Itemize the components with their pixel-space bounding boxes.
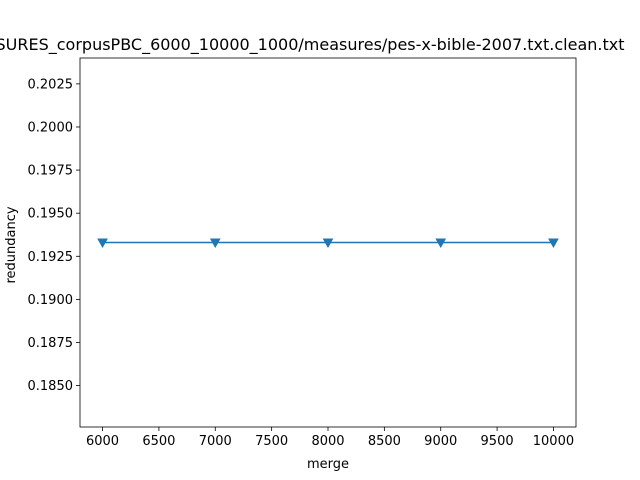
x-tick-label: 8000 [311,434,344,449]
y-tick-label: 0.2000 [28,120,74,135]
y-axis-ticks: 0.1850 0.1875 0.1900 0.1925 0.1950 0.1975 0.20… [28,77,80,394]
x-tick-label: 10000 [533,434,574,449]
x-tick-label: 9000 [424,434,457,449]
x-tick-label: 7500 [255,434,288,449]
y-axis-label: redundancy [4,206,19,283]
x-tick-label: 8500 [368,434,401,449]
y-tick-label: 0.1925 [28,250,74,265]
x-tick-label: 7000 [199,434,232,449]
x-axis-label: merge [307,457,349,472]
y-tick-label: 0.1950 [28,207,74,222]
y-tick-label: 0.1875 [28,336,74,351]
x-tick-label: 9500 [481,434,514,449]
data-point [548,238,559,249]
y-tick-label: 0.1850 [28,379,74,394]
y-tick-label: 0.1975 [28,164,74,179]
y-tick-label: 0.1900 [28,293,74,308]
y-tick-label: 0.2025 [28,77,74,92]
data-point [435,238,447,249]
data-point [322,238,334,249]
data-point [97,238,108,249]
chart-title: SURES_corpusPBC_6000_10000_1000/measures… [0,35,625,55]
data-point [209,238,221,249]
x-axis-ticks: 6000 6500 7000 7500 8000 8500 9000 9500 10000 [86,427,574,449]
x-tick-label: 6000 [86,434,119,449]
x-tick-label: 6500 [142,434,175,449]
